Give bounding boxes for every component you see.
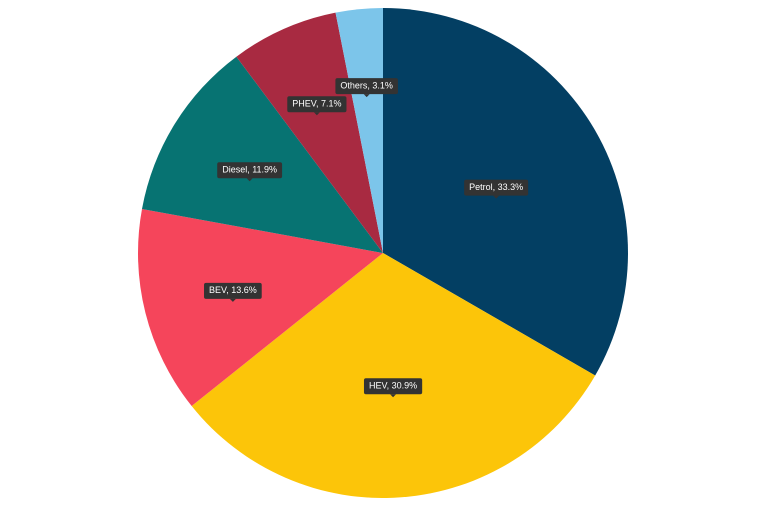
label-pointer: [363, 94, 370, 98]
data-label: Diesel, 11.9%: [217, 162, 283, 182]
label-text: HEV, 30.9%: [369, 381, 417, 391]
label-text: Diesel, 11.9%: [222, 165, 277, 175]
label-pointer: [246, 178, 253, 182]
label-box: [287, 96, 347, 113]
label-text: Others, 3.1%: [340, 80, 393, 90]
label-box: [217, 162, 283, 179]
data-label: Others, 3.1%: [335, 78, 398, 98]
label-box: [204, 282, 262, 299]
data-label: PHEV, 7.1%: [287, 96, 347, 116]
pie-slice: [236, 12, 383, 253]
data-label: Petrol, 33.3%: [464, 179, 529, 199]
data-labels: Petrol, 33.3% HEV, 30.9% BEV, 13.6% Diesel,…: [204, 78, 529, 398]
label-pointer: [493, 195, 500, 199]
pie-slice: [141, 56, 383, 253]
label-text: PHEV, 7.1%: [292, 99, 341, 109]
pie-slice: [191, 253, 596, 498]
pie-slice: [335, 8, 383, 253]
label-text: Petrol, 33.3%: [469, 182, 523, 192]
label-box: [335, 78, 398, 95]
label-box: [464, 179, 529, 196]
pie-slice: [137, 208, 383, 407]
label-pointer: [313, 112, 320, 116]
data-label: BEV, 13.6%: [204, 282, 262, 302]
label-pointer: [390, 394, 397, 398]
label-pointer: [229, 298, 236, 302]
label-box: [363, 378, 423, 395]
label-text: BEV, 13.6%: [209, 285, 257, 295]
data-label: HEV, 30.9%: [363, 378, 423, 398]
